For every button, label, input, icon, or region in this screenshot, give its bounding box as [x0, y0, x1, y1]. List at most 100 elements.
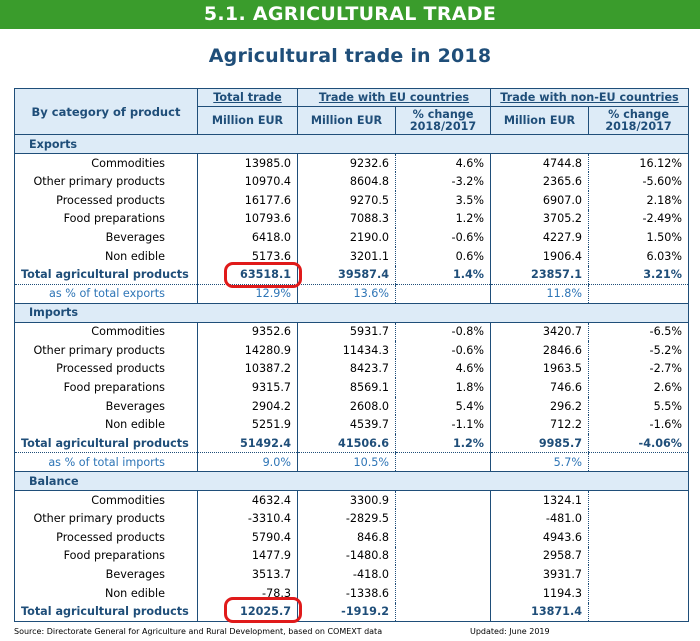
cell-total: 4632.4 [197, 490, 298, 510]
total-cell-non-eu: 23857.1 [490, 265, 589, 285]
cell-label: Food preparations [14, 546, 198, 566]
table-row: Beverages 6418.0 2190.0 -0.6% 4227.9 1.50% [14, 228, 690, 247]
cell-eu-pct: -0.6% [395, 340, 491, 360]
pct-cell: as % of total imports [14, 452, 198, 472]
total-cell-eu: 41506.6 [297, 434, 396, 454]
cell-label: Processed products [14, 190, 198, 210]
cell-label: Commodities [14, 153, 198, 173]
cell-total: 16177.6 [197, 190, 298, 210]
highlight-circle-balance-total [224, 597, 302, 623]
cell-eu-pct: 0.6% [395, 246, 491, 266]
cell-eu: 2608.0 [297, 396, 396, 416]
cell-non-eu: 1194.3 [490, 583, 589, 603]
total-cell-non-eu: 9985.7 [490, 434, 589, 454]
cell-eu-pct: -1.1% [395, 415, 491, 435]
header-non-eu-trade: Trade with non-EU countries [489, 88, 690, 107]
cell-label: Non edible [14, 246, 198, 266]
cell-total: 6418.0 [197, 228, 298, 247]
cell-non-eu: 1963.5 [490, 359, 589, 379]
table-row: Food preparations 1477.9 -1480.8 2958.7 [14, 546, 690, 566]
trade-table: By category of product Total trade Trade… [13, 88, 690, 622]
section-title: Exports [13, 134, 690, 154]
header-category: By category of product [14, 88, 198, 135]
cell-label: Beverages [14, 228, 198, 247]
cell-non-eu: 2958.7 [490, 546, 589, 566]
cell-eu: 9270.5 [297, 190, 396, 210]
pct-row-imports: as % of total imports 9.0% 10.5% 5.7% [14, 452, 690, 472]
table-row: Processed products 10387.2 8423.7 4.6% 1963.… [14, 359, 690, 379]
page-title: Agricultural trade in 2018 [208, 45, 492, 67]
cell-total: 10793.6 [197, 209, 298, 229]
cell-eu: -1338.6 [297, 583, 396, 603]
cell-eu-pct: 4.6% [395, 153, 491, 173]
cell-non-eu: 2365.6 [490, 172, 589, 191]
cell-label: Commodities [14, 322, 198, 341]
total-cell-label: Total agricultural products [14, 602, 198, 622]
cell-label: Other primary products [14, 172, 198, 191]
cell-eu: 8423.7 [297, 359, 396, 379]
cell-non-eu_pct: -2.7% [587, 359, 690, 379]
total-cell-total: 12025.7 [197, 602, 298, 622]
cell-eu-pct [395, 565, 491, 584]
cell-total: 3513.7 [197, 565, 298, 584]
cell-non-eu: 296.2 [490, 396, 589, 416]
cell-non-eu_pct [587, 583, 690, 603]
table-row: Non edible 5173.6 3201.1 0.6% 1906.4 6.03% [14, 246, 690, 266]
total-cell-non-eu_pct: -4.06% [587, 434, 690, 454]
cell-eu-pct [395, 527, 491, 547]
total-cell-non-eu: 13871.4 [490, 602, 589, 622]
cell-non-eu_pct: -5.60% [587, 172, 690, 191]
cell-total: 5251.9 [197, 415, 298, 435]
cell-label: Beverages [14, 396, 198, 416]
trade-table-body: Exports Commodities 13985.0 9232.6 4.6% 4744.… [13, 134, 690, 622]
cell-label: Non edible [14, 583, 198, 603]
cell-label: Commodities [14, 490, 198, 510]
cell-total: 5790.4 [197, 527, 298, 547]
cell-non-eu_pct [587, 527, 690, 547]
cell-label: Food preparations [14, 209, 198, 229]
table-row: Non edible 5251.9 4539.7 -1.1% 712.2 -1.6% [14, 415, 690, 435]
section-header-exports: Exports [13, 134, 690, 154]
pct-cell [395, 284, 491, 304]
table-row: Beverages 2904.2 2608.0 5.4% 296.2 5.5% [14, 396, 690, 416]
cell-total: 5173.6 [197, 246, 298, 266]
cell-label: Non edible [14, 415, 198, 435]
total-cell-non-eu_pct [587, 602, 690, 622]
cell-non-eu: 3420.7 [490, 322, 589, 341]
total-cell-label: Total agricultural products [14, 265, 198, 285]
cell-non-eu: 3931.7 [490, 565, 589, 584]
pct-row-exports: as % of total exports 12.9% 13.6% 11.8% [14, 284, 690, 304]
cell-eu: 11434.3 [297, 340, 396, 360]
cell-non-eu_pct [587, 546, 690, 566]
cell-non-eu_pct: -2.49% [587, 209, 690, 229]
cell-non-eu: 1324.1 [490, 490, 589, 510]
cell-non-eu: 3705.2 [490, 209, 589, 229]
cell-total: 2904.2 [197, 396, 298, 416]
header-eu-trade: Trade with EU countries [297, 88, 491, 107]
updated-note: Updated: June 2019 [470, 627, 550, 636]
cell-non-eu_pct [587, 490, 690, 510]
cell-non-eu: -481.0 [490, 509, 589, 528]
cell-non-eu_pct: -5.2% [587, 340, 690, 360]
total-cell-total: 63518.1 [197, 265, 298, 285]
cell-eu-pct: 5.4% [395, 396, 491, 416]
section-banner: 5.1. AGRICULTURAL TRADE [0, 0, 700, 29]
table-row: Processed products 5790.4 846.8 4943.6 [14, 527, 690, 547]
pct-cell: 9.0% [197, 452, 298, 472]
table-row: Other primary products -3310.4 -2829.5 -481… [14, 509, 690, 528]
cell-eu-pct [395, 490, 491, 510]
cell-label: Other primary products [14, 340, 198, 360]
cell-non-eu: 1906.4 [490, 246, 589, 266]
cell-eu: 5931.7 [297, 322, 396, 341]
table-row: Other primary products 14280.9 11434.3 -0.6… [14, 340, 690, 360]
cell-eu-pct [395, 509, 491, 528]
cell-eu-pct: 4.6% [395, 359, 491, 379]
cell-non-eu_pct: 16.12% [587, 153, 690, 173]
cell-eu-pct: -3.2% [395, 172, 491, 191]
table-row: Food preparations 10793.6 7088.3 1.2% 3705.2… [14, 209, 690, 229]
cell-eu: 2190.0 [297, 228, 396, 247]
pct-cell [587, 452, 690, 472]
cell-total: 9352.6 [197, 322, 298, 341]
section-title: Balance [13, 471, 690, 491]
cell-eu: 4539.7 [297, 415, 396, 435]
